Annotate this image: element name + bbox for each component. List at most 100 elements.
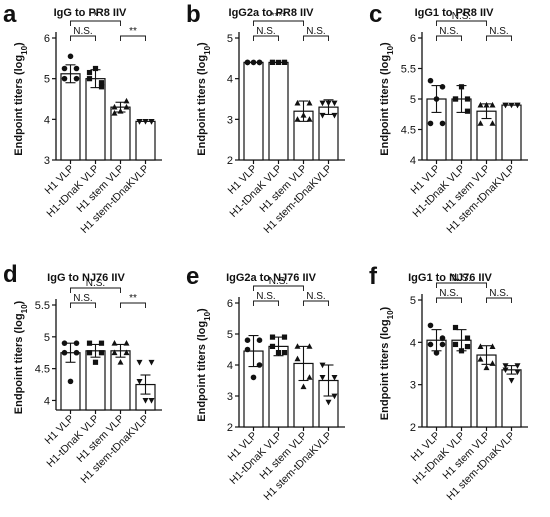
chart-title: IgG1 to PR8 IIV [415,7,495,19]
data-point [489,343,496,349]
data-point [123,349,130,356]
data-point [136,378,143,385]
data-point [92,359,99,365]
bar [135,120,156,161]
y-tick-label: 4 [410,337,416,349]
data-point [458,348,465,354]
y-tick-label: 5 [410,94,416,106]
data-point [73,349,80,356]
data-point [514,363,521,369]
significance-bracket [70,35,96,41]
significance-bracket [120,35,146,41]
chart-title: IgG to PR8 IIV [54,7,127,19]
data-point [98,80,105,86]
data-point [477,343,484,349]
data-point [92,65,99,72]
data-point [86,69,93,76]
significance-label: N.S. [439,26,458,37]
significance-bracket [70,20,121,26]
y-tick-label: 4 [410,155,416,167]
significance-label: N.S. [452,273,471,284]
y-axis-label-subscript: 10 [386,310,395,319]
data-point [331,375,338,381]
y-axis-label-main: Endpoint titers (log [13,55,25,156]
data-point [325,399,332,406]
y-tick-label: 3 [227,114,233,126]
data-point [294,343,301,349]
data-point [331,100,338,107]
y-axis-label-subscript: 10 [20,304,29,313]
significance-label: N.S. [86,278,105,289]
data-point [489,360,496,366]
data-point [123,103,130,110]
data-point [483,101,490,108]
data-point [427,322,434,329]
data-point [489,101,496,108]
data-point [86,76,93,82]
y-axis-label-main: Endpoint titers (log [196,55,208,156]
y-axis-label-close: ) [196,42,208,46]
panel-label: e [186,263,199,290]
data-point [73,340,80,346]
data-point [477,101,484,108]
significance-label: N.S. [489,288,508,299]
significance-label: N.S. [73,26,92,37]
y-axis-label: Endpoint titers (log10) [196,308,212,422]
data-point [98,350,105,356]
data-point [331,112,338,119]
data-point [306,374,313,380]
data-point [86,340,93,346]
chart-title: IgG2a to NJ76 IIV [226,272,317,284]
significance-label: ** [129,26,137,37]
panel-label: d [3,261,18,288]
y-tick-label: 6 [44,33,50,45]
data-point [458,84,465,90]
data-point [117,359,124,365]
significance-label: ** [129,293,137,304]
data-point [148,398,155,404]
y-tick-label: 2 [227,422,233,434]
data-point [269,334,276,340]
bar [85,78,106,161]
data-point [111,110,118,116]
data-point [483,364,490,371]
data-point [67,378,74,385]
y-axis-label-close: ) [13,42,25,46]
y-axis-label-main: Endpoint titers (log [379,55,391,156]
significance-bracket [486,297,512,303]
data-point [142,118,149,125]
data-point [142,398,149,404]
data-point [319,100,326,107]
significance-label: N.S. [306,291,325,302]
significance-label: **** [271,11,287,22]
bar [60,73,81,161]
significance-bracket [436,282,487,288]
data-point [281,59,288,65]
data-point [502,363,509,369]
data-point [508,378,515,384]
bar [268,345,289,428]
data-point [123,97,130,104]
chart-panel-c: c IgG1 to PR8 IIV Endpoint titers (log10) 4… [369,1,528,236]
data-point [269,59,276,65]
panel-label: c [369,1,382,28]
data-point [294,116,301,122]
y-axis-label: Endpoint titers (log10) [379,306,395,420]
data-point [514,102,521,109]
y-axis-label-subscript: 10 [386,45,395,54]
y-tick-label: 3 [410,380,416,392]
data-point [123,339,130,346]
data-point [300,112,307,118]
y-axis-label-main: Endpoint titers (log [13,313,25,414]
significance-bracket [70,302,96,308]
data-point [464,335,471,341]
significance-label: N.S. [489,26,508,37]
data-point [452,341,459,348]
data-point [464,343,471,350]
data-point [281,334,288,340]
y-tick-label: 4 [44,395,50,407]
y-axis-label-close: ) [13,300,25,304]
chart-panel-d: d IgG to NJ76 IIV Endpoint titers (log10) 4… [3,261,162,486]
significance-bracket [436,20,487,26]
